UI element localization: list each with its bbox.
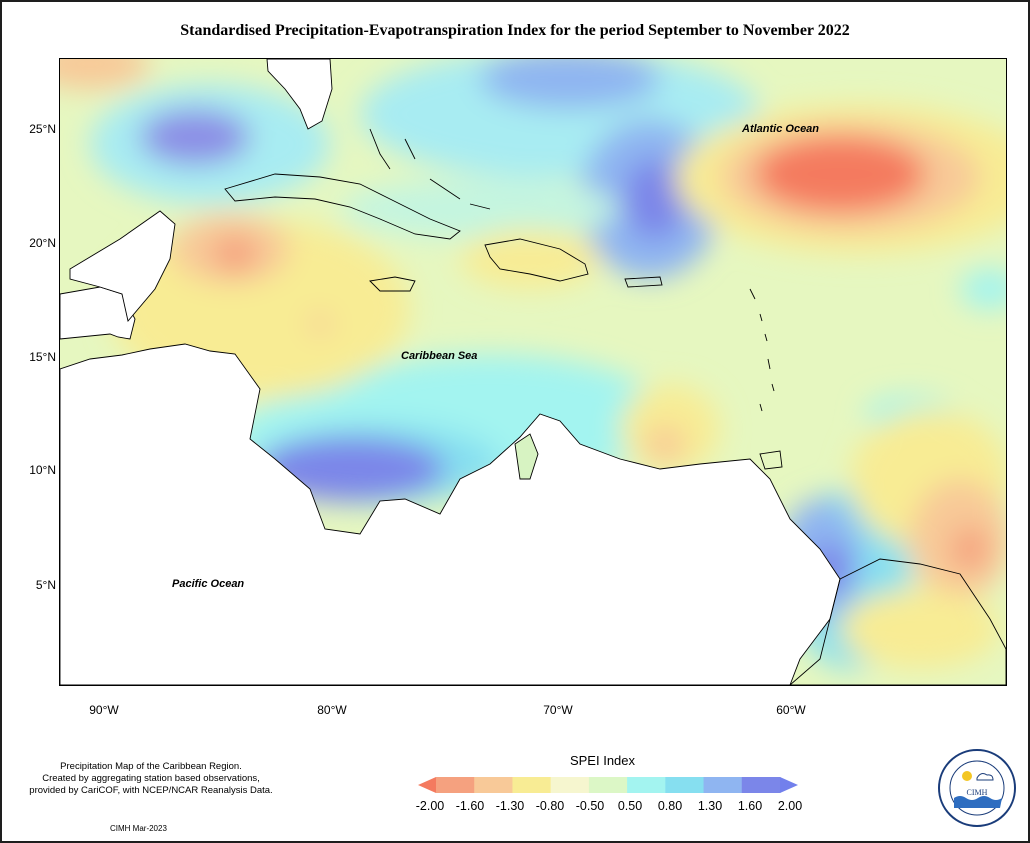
legend-cell	[512, 777, 552, 793]
spei-map	[59, 58, 1007, 686]
y-tick-25n: 25°N	[29, 122, 56, 136]
legend-arrow-high	[780, 777, 798, 793]
legend-cell	[550, 777, 590, 793]
central-south-america	[60, 343, 841, 685]
x-tick-80w: 80°W	[317, 703, 347, 717]
legend-tick-label: 0.80	[657, 799, 683, 813]
florida	[266, 59, 333, 130]
legend-cell	[665, 777, 705, 793]
legend-ticks: -2.00 -1.60 -1.30 -0.80 -0.50 0.50 0.80 1.30 1.6…	[416, 799, 802, 815]
y-tick-15n: 15°N	[29, 350, 56, 364]
lake-maracaibo	[514, 433, 539, 480]
legend-cell	[703, 777, 743, 793]
puerto-rico	[624, 276, 663, 288]
notes-line-2: Created by aggregating station based obs…	[42, 773, 260, 784]
x-tick-60w: 60°W	[776, 703, 806, 717]
sun-icon	[962, 771, 972, 781]
trinidad	[759, 450, 783, 470]
legend-title: SPEI Index	[569, 753, 636, 768]
x-tick-70w: 70°W	[543, 703, 573, 717]
x-tick-90w: 90°W	[89, 703, 119, 717]
legend-tick-label: -1.60	[455, 799, 485, 813]
legend-tick-label: -0.50	[575, 799, 605, 813]
waves-icon	[954, 796, 1002, 808]
legend-tick-label: 0.50	[617, 799, 643, 813]
legend-arrow-low	[418, 777, 436, 793]
y-tick-10n: 10°N	[29, 463, 56, 477]
legend-tick-label: 2.00	[777, 799, 803, 813]
caribbean-sea-label: Caribbean Sea	[401, 350, 478, 362]
yucatan	[69, 210, 176, 322]
lesser-antilles	[749, 288, 775, 412]
spei-map-svg	[60, 59, 1006, 685]
legend-cell	[436, 777, 475, 793]
land-masses	[60, 59, 1006, 685]
cloud-icon	[976, 773, 994, 781]
legend-cell	[741, 777, 781, 793]
legend-cell	[474, 777, 513, 793]
hispaniola	[484, 238, 589, 282]
legend-cell	[627, 777, 666, 793]
guianas-border	[789, 558, 1006, 685]
legend-cells	[418, 777, 798, 793]
legend-tick-label: 1.30	[697, 799, 723, 813]
y-tick-5n: 5°N	[35, 578, 56, 592]
notes-line-3: provided by CariCOF, with NCEP/NCAR Rean…	[29, 785, 273, 796]
pacific-ocean-label: Pacific Ocean	[172, 578, 245, 590]
legend-tick-label: -1.30	[495, 799, 525, 813]
legend-colorbar	[418, 777, 798, 793]
atlantic-ocean-label: Atlantic Ocean	[742, 123, 820, 135]
notes-line-1: Precipitation Map of the Caribbean Regio…	[60, 761, 242, 772]
jamaica	[369, 276, 416, 292]
credit-text: CIMH Mar-2023	[110, 824, 167, 833]
cuba	[224, 173, 461, 240]
bahamas	[369, 128, 491, 210]
legend-cell	[588, 777, 628, 793]
logo-abbr: CIMH	[967, 788, 988, 797]
legend-tick-label: 1.60	[737, 799, 763, 813]
legend-tick-label: -2.00	[415, 799, 445, 813]
map-notes: Precipitation Map of the Caribbean Regio…	[10, 761, 292, 797]
map-title: Standardised Precipitation-Evapotranspir…	[180, 22, 850, 39]
y-tick-20n: 20°N	[29, 236, 56, 250]
cimh-logo: CIMH	[938, 749, 1016, 827]
legend-tick-label: -0.80	[535, 799, 565, 813]
